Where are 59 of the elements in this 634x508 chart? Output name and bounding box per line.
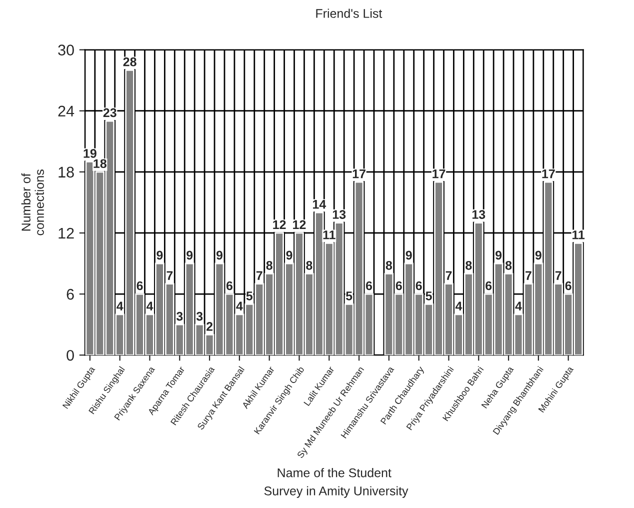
- y-axis-title: Number of connections: [21, 170, 44, 236]
- data-label: 5: [246, 292, 253, 300]
- data-label: 6: [416, 281, 422, 290]
- data-label: 2: [206, 322, 213, 331]
- data-label: 3: [196, 312, 203, 321]
- data-label: 9: [216, 250, 223, 260]
- data-label: 14: [313, 200, 326, 209]
- y-tick-label: 0: [66, 350, 74, 361]
- x-axis-title: Name of the Student: [278, 468, 392, 478]
- data-label: 12: [273, 220, 286, 229]
- data-label: 11: [323, 230, 336, 240]
- data-label: 28: [123, 57, 136, 66]
- data-label: 9: [496, 250, 502, 260]
- y-tick-label: 6: [66, 288, 74, 300]
- data-label: 17: [542, 170, 555, 178]
- data-label: 9: [186, 250, 193, 260]
- data-label: 19: [84, 149, 96, 158]
- data-label: 6: [396, 281, 402, 290]
- y-tick-label: 24: [58, 106, 74, 116]
- data-label: 4: [116, 302, 124, 310]
- data-label: 12: [293, 220, 306, 229]
- data-label: 5: [346, 292, 352, 300]
- data-label: 8: [306, 260, 312, 270]
- data-label: 5: [426, 292, 432, 300]
- data-label: 13: [472, 210, 486, 219]
- data-label: 17: [432, 170, 446, 178]
- y-tick-label: 18: [58, 166, 74, 178]
- data-label: 6: [565, 281, 572, 290]
- data-label: 4: [236, 302, 243, 310]
- data-label: 6: [486, 281, 492, 290]
- data-label: 4: [515, 302, 522, 310]
- y-tick-label: 30: [58, 44, 74, 56]
- data-label: 7: [555, 271, 562, 280]
- data-label: 9: [406, 250, 412, 260]
- data-label: 13: [332, 210, 346, 219]
- data-label: 7: [166, 271, 173, 280]
- data-label: 8: [505, 260, 512, 270]
- chart-title: Friend's List: [316, 8, 382, 18]
- data-label: 9: [156, 250, 163, 260]
- data-label: 3: [176, 312, 183, 321]
- data-label: 11: [572, 230, 585, 240]
- data-label: 7: [446, 271, 452, 280]
- data-label: 18: [94, 159, 106, 168]
- data-label: 6: [366, 281, 372, 290]
- data-label: 9: [535, 250, 542, 260]
- data-label: 4: [146, 302, 154, 310]
- text: Survey in Amity University: [264, 486, 408, 498]
- data-label: 7: [256, 271, 262, 280]
- data-label: 4: [455, 302, 462, 310]
- data-label: 8: [386, 260, 392, 270]
- data-label: 23: [103, 108, 116, 118]
- data-label: 7: [526, 271, 532, 280]
- data-label: 9: [286, 250, 292, 260]
- data-label: 17: [352, 170, 366, 178]
- data-label: 6: [136, 281, 143, 290]
- y-tick-label: 12: [58, 228, 74, 239]
- data-label: 6: [226, 281, 232, 290]
- data-label: 8: [466, 260, 472, 270]
- data-label: 8: [266, 260, 272, 270]
